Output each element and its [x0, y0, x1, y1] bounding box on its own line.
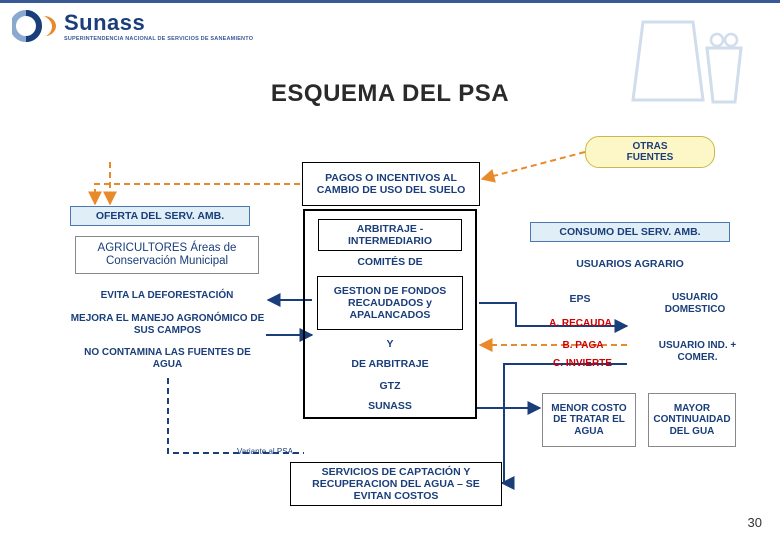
node-arbitraje: ARBITRAJE - INTERMEDIARIO — [318, 219, 462, 251]
slide-number: 30 — [748, 515, 762, 530]
node-usuario_dom: USUARIO DOMESTICO — [645, 292, 745, 320]
logo-sub-text: SUPERINTENDENCIA NACIONAL DE SERVICIOS D… — [64, 36, 253, 42]
node-usuarios_agrario: USUARIOS AGRARIO — [555, 258, 705, 272]
node-c_invierte: C. INVIERTE — [535, 358, 630, 372]
node-evita: EVITA LA DEFORESTACIÓN — [82, 290, 252, 308]
logo-main-text: Sunass — [64, 10, 253, 36]
node-sunass: SUNASS — [362, 400, 418, 414]
logo-mark-icon — [12, 8, 58, 44]
node-usuario_ind: USUARIO IND. + COMER. — [645, 340, 750, 368]
node-agricultores: AGRICULTORES Áreas de Conservación Munic… — [75, 236, 259, 274]
node-y: Y — [375, 338, 405, 352]
node-no_contamina: NO CONTAMINA LAS FUENTES DE AGUA — [75, 347, 260, 375]
node-mayor_cont: MAYOR CONTINUAIDAD DEL GUA — [648, 393, 736, 447]
node-otras_fuentes: OTRAS FUENTES — [585, 136, 715, 168]
node-menor_costo: MENOR COSTO DE TRATAR EL AGUA — [542, 393, 636, 447]
background-water-icon — [625, 20, 745, 125]
node-gestion: GESTION DE FONDOS RECAUDADOS y APALANCAD… — [317, 276, 463, 330]
node-consumo: CONSUMO DEL SERV. AMB. — [530, 222, 730, 242]
node-mejora: MEJORA EL MANEJO AGRONÓMICO DE SUS CAMPO… — [70, 313, 265, 341]
node-comites: COMITÉS DE — [330, 256, 450, 270]
node-gtz: GTZ — [375, 380, 405, 394]
slide-title: ESQUEMA DEL PSA — [0, 80, 780, 108]
node-b_paga: B. PAGA — [548, 340, 618, 354]
logo-text: Sunass SUPERINTENDENCIA NACIONAL DE SERV… — [64, 10, 253, 42]
node-oferta: OFERTA DEL SERV. AMB. — [70, 206, 250, 226]
brand-logo: Sunass SUPERINTENDENCIA NACIONAL DE SERV… — [12, 8, 253, 44]
top-border-line — [0, 0, 780, 3]
node-variante: Variante al PSA — [225, 447, 305, 459]
node-servicios: SERVICIOS DE CAPTACIÓN Y RECUPERACION DE… — [290, 462, 502, 506]
node-eps: EPS — [540, 293, 620, 307]
node-pagos: PAGOS O INCENTIVOS AL CAMBIO DE USO DEL … — [302, 162, 480, 206]
node-de_arbitraje: DE ARBITRAJE — [340, 358, 440, 372]
node-a_recauda: A. RECAUDA — [533, 318, 628, 332]
